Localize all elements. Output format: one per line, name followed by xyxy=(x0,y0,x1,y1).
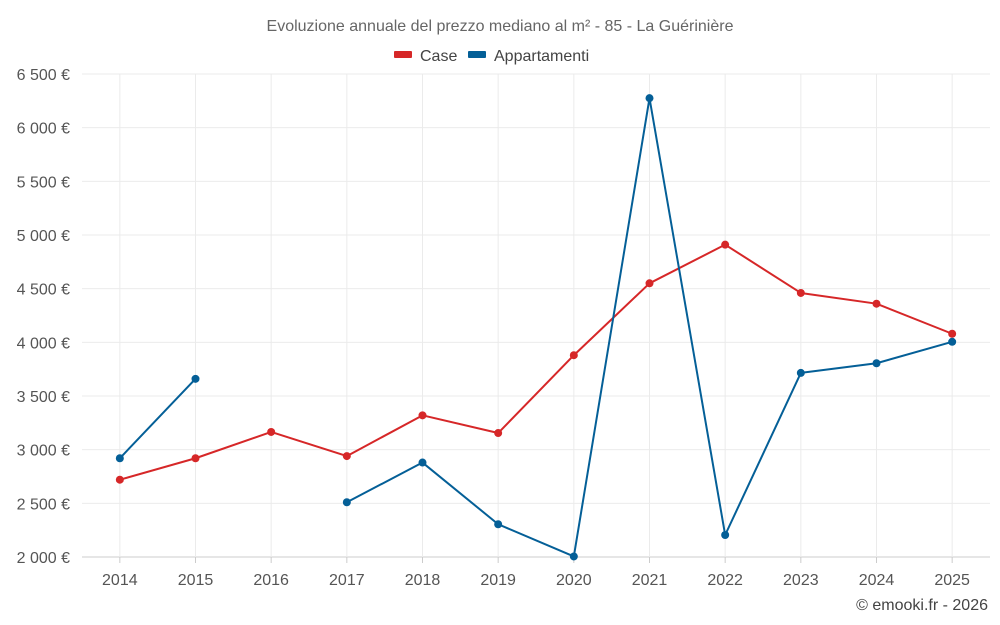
grid xyxy=(82,73,990,558)
data-point-case[interactable] xyxy=(115,475,124,484)
x-tick-label: 2020 xyxy=(556,572,592,589)
data-point-case[interactable] xyxy=(872,299,881,308)
data-point-appartamenti[interactable] xyxy=(796,368,805,377)
x-axis: 2014 2015 2016 2017 2018 2019 2020 2021 2022 2023… xyxy=(102,557,970,589)
y-tick-label: 6 000 € xyxy=(17,121,70,138)
data-point-appartamenti[interactable] xyxy=(948,337,957,346)
series-line-appartamenti xyxy=(119,378,197,459)
series-case xyxy=(115,240,957,484)
data-point-appartamenti[interactable] xyxy=(721,530,730,539)
data-point-case[interactable] xyxy=(494,429,503,438)
x-tick-label: 2025 xyxy=(934,572,970,589)
data-point-case[interactable] xyxy=(342,452,351,461)
x-tick-label: 2019 xyxy=(480,572,516,589)
chart-title: Evoluzione annuale del prezzo mediano al… xyxy=(267,18,734,35)
legend-label-case: Case xyxy=(420,48,457,65)
data-point-case[interactable] xyxy=(796,288,805,297)
x-tick-label: 2016 xyxy=(253,572,289,589)
x-tick-label: 2017 xyxy=(329,572,365,589)
y-tick-label: 3 000 € xyxy=(17,443,70,460)
series-line-case xyxy=(119,243,953,481)
x-tick-label: 2015 xyxy=(178,572,214,589)
x-tick-label: 2023 xyxy=(783,572,819,589)
data-point-appartamenti[interactable] xyxy=(872,359,881,368)
legend-swatch-case xyxy=(394,51,412,58)
legend-label-appartamenti: Appartamenti xyxy=(494,48,589,65)
data-point-case[interactable] xyxy=(721,240,730,249)
y-tick-label: 4 000 € xyxy=(17,335,70,352)
series-appartamenti xyxy=(115,94,957,561)
y-tick-label: 2 500 € xyxy=(17,496,70,513)
data-point-appartamenti[interactable] xyxy=(494,520,503,529)
x-tick-label: 2021 xyxy=(632,572,668,589)
x-tick-label: 2024 xyxy=(859,572,895,589)
x-tick-label: 2014 xyxy=(102,572,138,589)
y-tick-label: 2 000 € xyxy=(17,550,70,567)
data-point-case[interactable] xyxy=(569,351,578,360)
x-tick-label: 2018 xyxy=(405,572,441,589)
y-tick-label: 5 500 € xyxy=(17,174,70,191)
data-point-case[interactable] xyxy=(948,329,957,338)
data-point-case[interactable] xyxy=(645,279,654,288)
y-tick-label: 6 500 € xyxy=(17,67,70,84)
data-point-case[interactable] xyxy=(418,411,427,420)
legend: Case Appartamenti xyxy=(394,48,589,65)
legend-item-case[interactable]: Case xyxy=(394,48,457,65)
chart-credit: © emooki.fr - 2026 xyxy=(856,597,988,614)
data-point-case[interactable] xyxy=(267,427,276,436)
data-point-appartamenti[interactable] xyxy=(418,458,427,467)
data-point-appartamenti[interactable] xyxy=(191,374,200,383)
legend-swatch-appartamenti xyxy=(468,51,486,58)
legend-item-appartamenti[interactable]: Appartamenti xyxy=(468,48,589,65)
y-tick-label: 3 500 € xyxy=(17,389,70,406)
data-point-appartamenti[interactable] xyxy=(569,552,578,561)
data-point-case[interactable] xyxy=(191,454,200,463)
y-tick-label: 4 500 € xyxy=(17,282,70,299)
y-tick-label: 5 000 € xyxy=(17,228,70,245)
y-axis: 2 000 € 2 500 € 3 000 € 3 500 € 4 000 € 4 500… xyxy=(17,67,70,567)
data-point-appartamenti[interactable] xyxy=(645,94,654,103)
data-point-appartamenti[interactable] xyxy=(115,454,124,463)
data-point-appartamenti[interactable] xyxy=(342,498,351,507)
series xyxy=(115,94,957,561)
x-tick-label: 2022 xyxy=(707,572,743,589)
